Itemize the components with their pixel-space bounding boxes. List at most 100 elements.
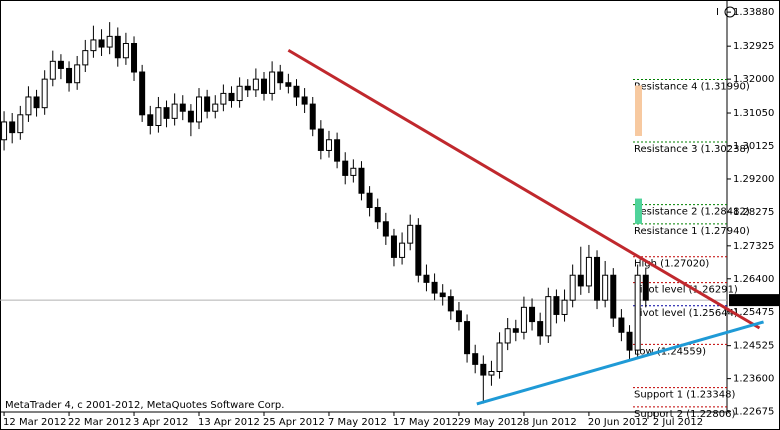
candle-body (171, 103, 178, 119)
candle-body (90, 39, 97, 52)
candle-body (488, 370, 495, 376)
trend-line (287, 48, 761, 330)
level-label: Resistance 1 (1.27940) (634, 226, 750, 237)
candle-body (480, 363, 487, 376)
current-price-label: 1.25802 (733, 295, 774, 306)
candle-body (407, 224, 414, 244)
candle-body (626, 331, 633, 351)
candle-body (464, 321, 471, 355)
level-label: Support 2 (1.22806) (634, 409, 736, 420)
level-label: High (1.27020) (634, 259, 709, 270)
candle-body (277, 71, 284, 84)
level-label: Low (1.24559) (634, 346, 706, 357)
x-tick-label: 22 Mar 2012 (68, 417, 131, 428)
candle-body (285, 82, 292, 87)
candle-body (520, 306, 527, 333)
candle-body (415, 224, 422, 276)
candle-body (610, 274, 617, 319)
candle-body (220, 92, 227, 105)
y-tick-label: 1.27325 (733, 241, 774, 252)
y-tick-label: 1.22675 (733, 407, 774, 418)
candle-body (41, 78, 48, 109)
candle-body (66, 67, 73, 84)
x-tick-label: 13 Apr 2012 (198, 417, 260, 428)
candle-body (25, 96, 32, 116)
candle-body (139, 71, 146, 116)
x-tick-label: 29 May 2012 (458, 417, 523, 428)
candle-body (163, 107, 170, 119)
y-tick-label: 1.32925 (733, 41, 774, 52)
candle-body (366, 192, 373, 208)
y-tick-label: 1.30125 (733, 141, 774, 152)
candle-body (439, 292, 446, 298)
candle-body (561, 299, 568, 315)
corner-label: I (716, 7, 719, 18)
candle-body (212, 103, 219, 112)
current-price-box (729, 294, 779, 307)
candle-body (342, 160, 349, 176)
y-tick-label: 1.31050 (733, 108, 774, 119)
y-tick-label: 1.33880 (733, 7, 774, 18)
candle-body (252, 78, 259, 91)
candle-body (228, 92, 235, 102)
level-label: Support 1 (1.23348) (634, 390, 736, 401)
candle-body (196, 96, 203, 123)
candle-body (74, 64, 81, 84)
y-tick-label: 1.32000 (733, 74, 774, 85)
y-tick-label: 1.26400 (733, 274, 774, 285)
level-label: Resistance 2 (1.28482) (634, 207, 750, 218)
candle-body (423, 274, 430, 283)
candle-body (553, 296, 560, 315)
level-label: Resistance 3 (1.30238) (634, 144, 750, 155)
candle-body (382, 221, 389, 237)
candle-body (374, 206, 381, 223)
zone-r2-r1 (635, 198, 642, 224)
y-tick-label: 1.28275 (733, 207, 774, 218)
candle-body (334, 139, 341, 162)
candle-body (155, 107, 162, 126)
candle-body (49, 60, 56, 80)
smiley-icon (724, 6, 736, 18)
x-tick-label: 2 Jul 2012 (653, 417, 703, 428)
zone-r4-r3 (635, 85, 642, 136)
candle-body (317, 128, 324, 151)
x-tick-label: 25 Apr 2012 (263, 417, 325, 428)
candle-body (569, 274, 576, 301)
y-tick-label: 1.24525 (733, 341, 774, 352)
candle-body (350, 167, 357, 176)
x-tick-label: 3 Apr 2012 (133, 417, 188, 428)
candle-body (634, 274, 641, 351)
candle-body (529, 306, 536, 323)
candle-body (585, 256, 592, 287)
candle-body (114, 35, 121, 59)
candle-body (618, 317, 625, 333)
candle-body (472, 353, 479, 365)
candle-body (309, 103, 316, 130)
candle-body (301, 96, 308, 105)
candle-body (545, 296, 552, 337)
y-tick-label: 1.25475 (733, 307, 774, 318)
level-label: Resistance 4 (1.31990) (634, 82, 750, 93)
candle-body (244, 85, 251, 91)
candle-body (236, 85, 243, 102)
candle-body (1, 121, 8, 141)
candle-body (293, 85, 300, 98)
candle-body (399, 242, 406, 258)
candle-body (131, 42, 138, 73)
candle-body (187, 110, 194, 123)
candle-body (577, 274, 584, 287)
x-tick-label: 7 May 2012 (328, 417, 387, 428)
candle-body (98, 39, 105, 48)
candle-body (17, 114, 24, 134)
candle-body (504, 328, 511, 344)
y-tick-label: 1.23600 (733, 374, 774, 385)
candle-body (358, 167, 365, 194)
x-tick-label: 20 Jun 2012 (588, 417, 648, 428)
candle-body (594, 256, 601, 301)
candle-body (390, 235, 397, 258)
watermark: MetaTrader 4, c 2001-2012, MetaQuotes So… (5, 400, 284, 411)
candle-body (269, 71, 276, 94)
candle-body (496, 342, 503, 372)
candle-body (147, 114, 154, 126)
